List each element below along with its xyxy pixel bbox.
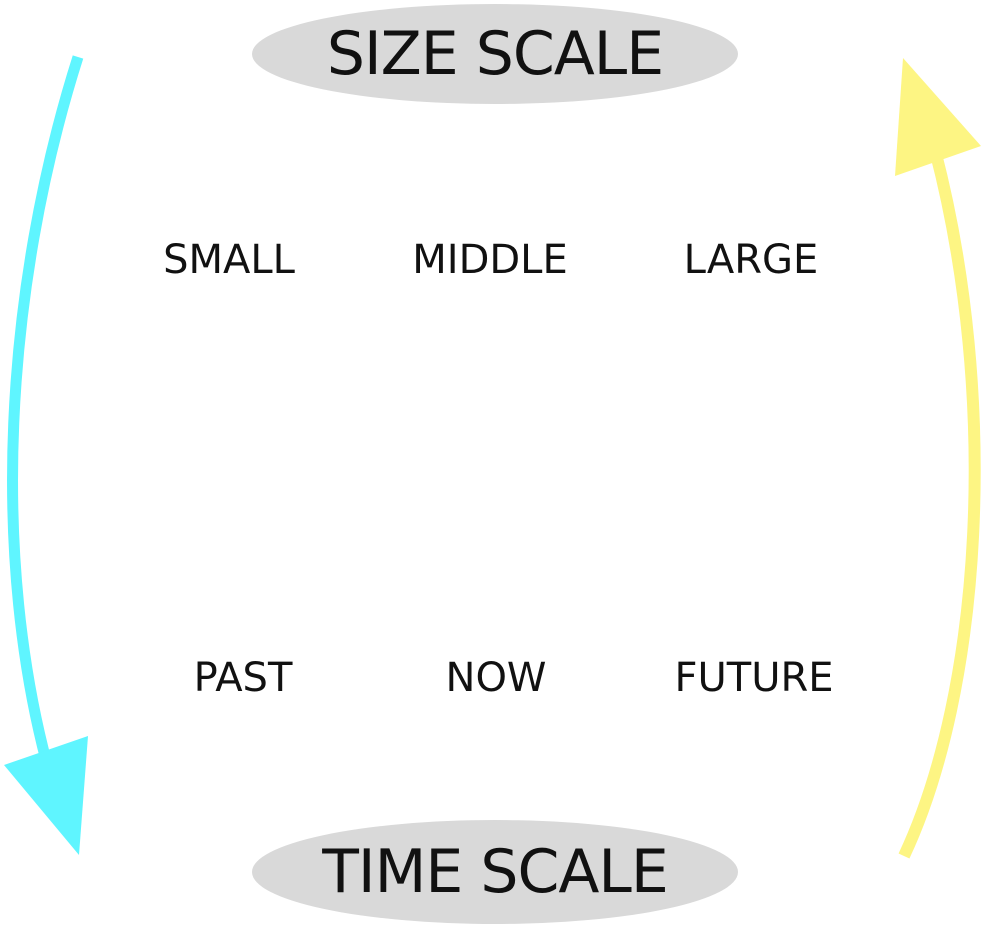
time-item-past: PAST	[193, 655, 293, 701]
size-scale-pill: SIZE SCALE	[252, 4, 738, 104]
right-arrow	[895, 58, 981, 859]
size-item-small: SMALL	[163, 237, 295, 283]
left-arrow	[4, 55, 88, 855]
left-arrow-shaft	[7, 55, 84, 777]
size-item-middle: MIDDLE	[412, 237, 568, 283]
time-item-future: FUTURE	[674, 655, 834, 701]
time-item-now: NOW	[445, 655, 547, 701]
right-arrow-shaft	[898, 148, 981, 859]
up-arrow-icon	[895, 58, 981, 176]
down-arrow-icon	[4, 736, 88, 855]
time-scale-label: TIME SCALE	[322, 837, 668, 907]
size-item-large: LARGE	[683, 237, 819, 283]
size-scale-label: SIZE SCALE	[326, 19, 664, 89]
time-scale-pill: TIME SCALE	[252, 820, 738, 924]
